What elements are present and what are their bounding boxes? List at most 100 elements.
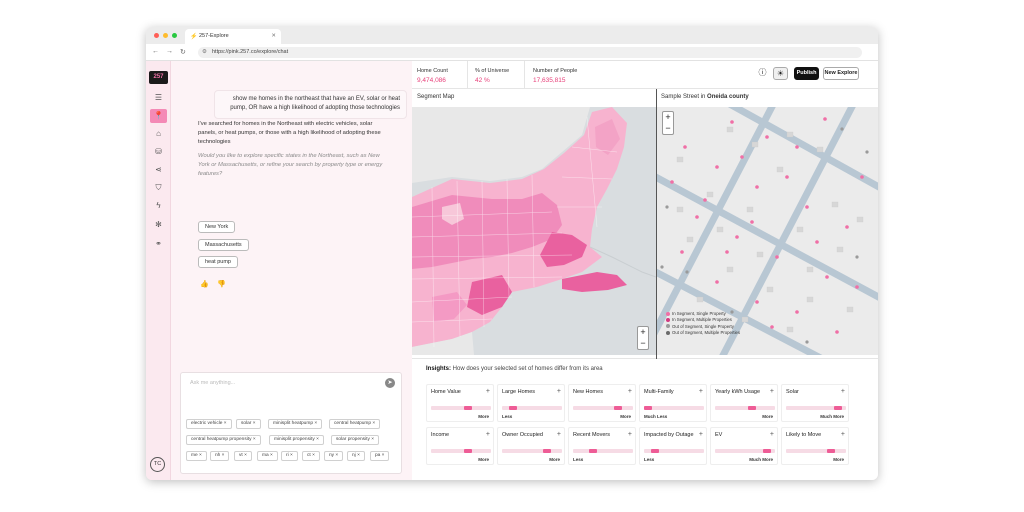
insight-card[interactable]: Yearly kWh Usage + More: [710, 384, 778, 422]
minimize-window-icon[interactable]: [163, 33, 168, 38]
user-message: show me homes in the northeast that have…: [214, 90, 407, 119]
add-filter-icon[interactable]: +: [556, 431, 561, 438]
send-button[interactable]: ➤: [385, 378, 395, 388]
app-logo[interactable]: 257: [149, 71, 168, 84]
insight-direction: Less: [573, 457, 584, 462]
filter-tag[interactable]: ct ×: [302, 451, 320, 461]
home-icon[interactable]: ⌂: [156, 129, 161, 138]
add-filter-icon[interactable]: +: [627, 388, 632, 395]
insight-card[interactable]: Impacted by Outage + Less: [639, 427, 707, 465]
legend-item: Out of Segment, Multiple Properties: [666, 330, 740, 336]
add-filter-icon[interactable]: +: [769, 388, 774, 395]
insight-card[interactable]: EV + Much More: [710, 427, 778, 465]
chat-panel: show me homes in the northeast that have…: [171, 61, 412, 480]
add-filter-icon[interactable]: +: [556, 388, 561, 395]
theme-toggle-icon[interactable]: ☀: [773, 67, 788, 80]
insight-card[interactable]: Owner Occupied + More: [497, 427, 565, 465]
filter-icon[interactable]: ☰: [154, 93, 163, 102]
filter-tag-label: vt: [239, 453, 243, 458]
insight-card[interactable]: Multi-Family + Much Less: [639, 384, 707, 422]
insight-bar-track: [786, 449, 846, 453]
filter-tag-label: minisplit propensity: [274, 437, 315, 442]
street-map[interactable]: [657, 107, 878, 355]
forward-arrow-icon[interactable]: →: [166, 48, 173, 55]
url-field[interactable]: ⚙ https://pink.257.co/explore/chat: [198, 47, 862, 58]
add-filter-icon[interactable]: +: [769, 431, 774, 438]
add-filter-icon[interactable]: +: [698, 431, 703, 438]
add-filter-icon[interactable]: +: [627, 431, 632, 438]
filter-tag[interactable]: pa ×: [370, 451, 390, 461]
browser-tab[interactable]: ⚡ 257-Explore ✕: [185, 29, 281, 44]
add-filter-icon[interactable]: +: [485, 431, 490, 438]
insight-bar-track: [715, 449, 775, 453]
insight-bar-marker: [651, 449, 659, 453]
segment-map[interactable]: [412, 107, 656, 355]
filter-tag[interactable]: ma ×: [257, 451, 278, 461]
database-icon[interactable]: ⛁: [155, 147, 162, 156]
suggestion-heat-pump[interactable]: heat pump: [198, 256, 238, 268]
bolt-icon[interactable]: ϟ: [156, 201, 161, 210]
insight-bar-track: [644, 449, 704, 453]
thumbs-up-icon[interactable]: 👍: [200, 281, 209, 288]
insight-card[interactable]: Recent Movers + Less: [568, 427, 636, 465]
insight-card[interactable]: Likely to Move + More: [781, 427, 849, 465]
filter-tag[interactable]: nh ×: [210, 451, 230, 461]
filter-tag[interactable]: minisplit heatpump ×: [268, 419, 323, 429]
network-icon[interactable]: ✻: [155, 220, 162, 229]
insight-card[interactable]: Home Value + More: [426, 384, 494, 422]
link-icon[interactable]: ⚭: [155, 239, 162, 248]
insight-card[interactable]: Income + More: [426, 427, 494, 465]
insight-card[interactable]: New Homes + More: [568, 384, 636, 422]
insight-card-label: Likely to Move: [786, 432, 822, 438]
site-settings-icon[interactable]: ⚙: [202, 49, 207, 55]
reload-icon[interactable]: ↻: [180, 49, 186, 56]
filter-tag[interactable]: ny ×: [324, 451, 344, 461]
browser-titlebar: ⚡ 257-Explore ✕: [146, 27, 878, 44]
filter-tag[interactable]: me ×: [186, 451, 207, 461]
thumbs-down-icon[interactable]: 👎: [217, 281, 226, 288]
chat-input-area[interactable]: Ask me anything... ➤ electric vehicle × …: [180, 372, 402, 474]
home-count-value: 9,474,086: [417, 77, 446, 84]
filter-tag[interactable]: electric vehicle ×: [186, 419, 232, 429]
filter-tag[interactable]: central heatpump ×: [329, 419, 381, 429]
info-icon[interactable]: ⓘ: [756, 67, 769, 80]
add-filter-icon[interactable]: +: [840, 431, 845, 438]
street-map-legend: In Segment, Single Property In Segment, …: [666, 311, 740, 336]
publish-button[interactable]: Publish: [794, 67, 819, 80]
filter-tag[interactable]: ri ×: [281, 451, 298, 461]
suggestion-new-york[interactable]: New York: [198, 221, 236, 233]
filter-tag[interactable]: central heatpump propensity ×: [186, 435, 261, 445]
segment-map-zoom[interactable]: + −: [637, 326, 649, 350]
filter-tag[interactable]: minisplit propensity ×: [269, 435, 324, 445]
close-tab-icon[interactable]: ✕: [271, 33, 276, 39]
insight-bar-track: [431, 449, 491, 453]
maximize-window-icon[interactable]: [172, 33, 177, 38]
add-filter-icon[interactable]: +: [485, 388, 490, 395]
street-map-zoom[interactable]: + −: [662, 111, 674, 135]
street-map-county: Oneida county: [707, 94, 749, 100]
insight-card[interactable]: Large Homes + Less: [497, 384, 565, 422]
pin-icon[interactable]: 📍: [150, 109, 167, 123]
share-icon[interactable]: ⋖: [155, 165, 162, 174]
user-avatar[interactable]: TC: [150, 457, 165, 472]
back-arrow-icon[interactable]: ←: [152, 48, 159, 55]
filter-tag-label: minisplit heatpump: [273, 421, 313, 426]
insight-direction: More: [478, 457, 489, 462]
add-filter-icon[interactable]: +: [840, 388, 845, 395]
legend-dot: [666, 311, 670, 316]
filter-tag-label: ma: [262, 453, 269, 458]
legend-dot: [666, 324, 670, 329]
insight-card[interactable]: Solar + Much More: [781, 384, 849, 422]
filter-tag[interactable]: solar ×: [236, 419, 261, 429]
filter-tag[interactable]: nj ×: [347, 451, 365, 461]
filter-tag-label: central heatpump: [334, 421, 372, 426]
suggestion-massachusetts[interactable]: Massachusetts: [198, 239, 249, 251]
insight-card-label: Solar: [786, 389, 799, 395]
insights-heading: Insights: How does your selected set of …: [426, 366, 603, 372]
close-window-icon[interactable]: [154, 33, 159, 38]
filter-tag[interactable]: solar propensity ×: [331, 435, 380, 445]
shield-icon[interactable]: ⛉: [155, 183, 162, 192]
filter-tag[interactable]: vt ×: [234, 451, 252, 461]
new-explore-button[interactable]: New Explore: [823, 67, 859, 80]
add-filter-icon[interactable]: +: [698, 388, 703, 395]
